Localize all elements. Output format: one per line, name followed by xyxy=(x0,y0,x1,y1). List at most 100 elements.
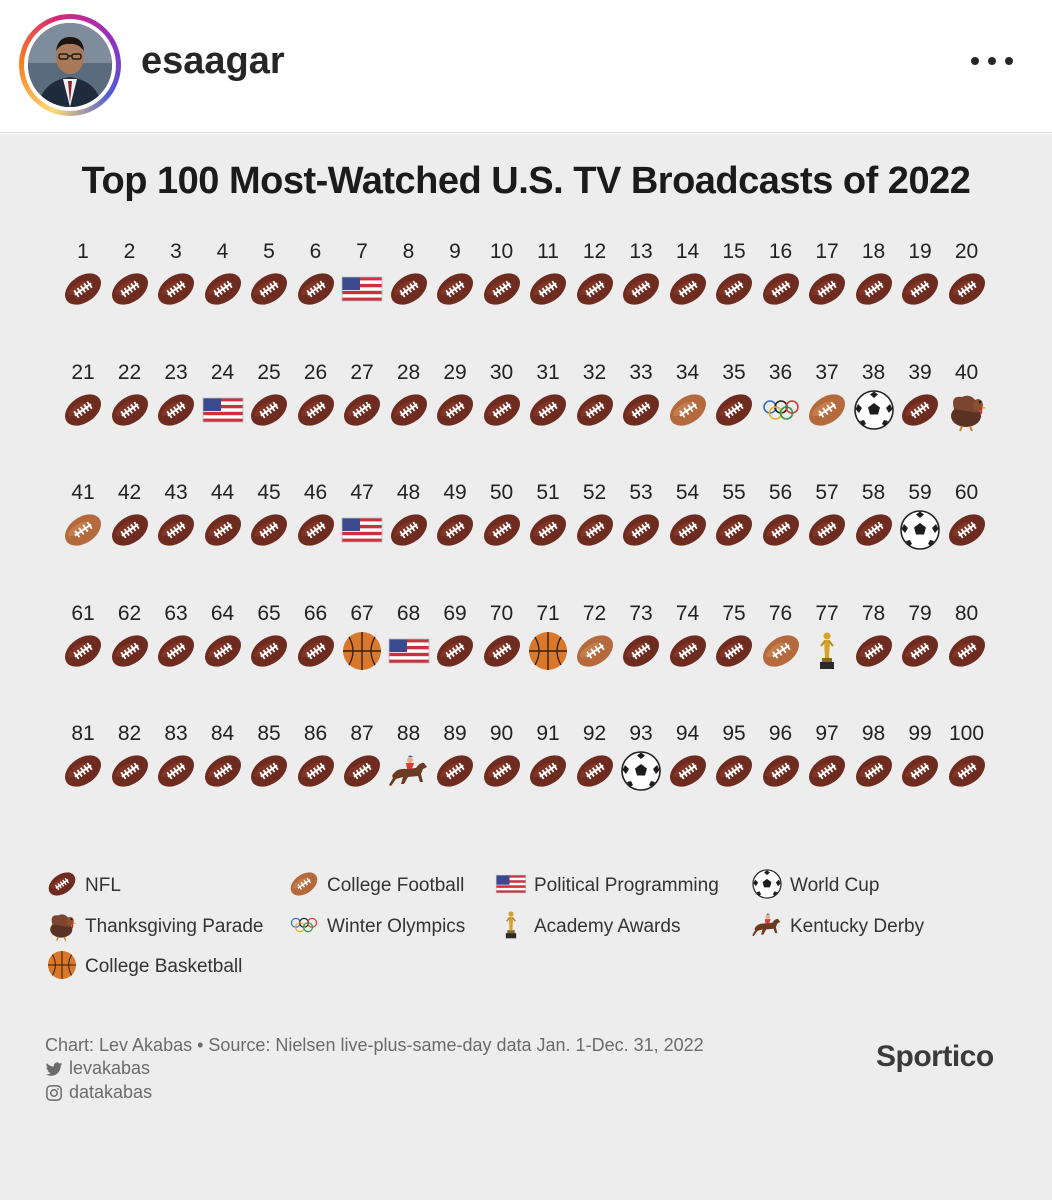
turkey-icon xyxy=(944,387,990,433)
rank-label: 31 xyxy=(536,360,560,384)
rank-label: 84 xyxy=(210,722,235,745)
nfl-football-icon xyxy=(386,507,432,553)
oscar-statue-icon xyxy=(494,908,528,942)
nfl-football-icon xyxy=(944,628,990,674)
nfl-football-icon xyxy=(432,266,478,312)
chart-credit: Chart: Lev Akabas • Source: Nielsen live… xyxy=(45,1035,704,1055)
horse-racing-icon xyxy=(750,908,784,942)
legend-label: Thanksgiving Parade xyxy=(85,916,264,937)
basketball-icon xyxy=(339,628,385,674)
rank-label: 69 xyxy=(443,601,467,625)
nfl-football-icon xyxy=(665,266,711,312)
rank-label: 43 xyxy=(164,481,188,504)
nfl-football-icon xyxy=(386,266,432,312)
rank-label: 42 xyxy=(117,481,142,504)
instagram-icon xyxy=(46,1084,62,1101)
rank-label: 20 xyxy=(954,240,979,263)
twitter-credit: levakabas xyxy=(45,1058,150,1079)
soccer-ball-icon xyxy=(897,507,943,553)
nfl-football-icon xyxy=(479,748,525,794)
college-football-icon xyxy=(665,387,711,433)
rank-label: 68 xyxy=(396,601,421,625)
profile-photo[interactable] xyxy=(28,23,112,107)
rank-label: 34 xyxy=(675,360,700,384)
rank-label: 87 xyxy=(350,722,374,745)
rank-label: 17 xyxy=(815,240,839,263)
nfl-football-icon xyxy=(200,507,246,553)
rank-label: 59 xyxy=(908,481,932,504)
rank-label: 64 xyxy=(210,601,235,625)
soccer-ball-icon xyxy=(618,748,664,794)
college-football-icon xyxy=(572,628,618,674)
story-ring[interactable] xyxy=(19,14,121,116)
rank-label: 11 xyxy=(537,240,559,263)
nfl-football-icon xyxy=(618,387,664,433)
rank-label: 74 xyxy=(675,601,700,625)
nfl-football-icon xyxy=(432,507,478,553)
college-football-icon xyxy=(758,628,804,674)
username[interactable]: esaagar xyxy=(141,40,285,82)
rank-label: 49 xyxy=(443,481,467,504)
rank-label: 54 xyxy=(675,481,700,504)
rank-label: 46 xyxy=(303,481,328,504)
nfl-football-icon xyxy=(711,748,757,794)
rank-label: 78 xyxy=(861,601,886,625)
nfl-football-icon xyxy=(897,266,943,312)
nfl-football-icon xyxy=(60,748,106,794)
nfl-football-icon xyxy=(293,628,339,674)
nfl-football-icon xyxy=(758,748,804,794)
post-header: esaagar xyxy=(0,0,1052,133)
nfl-football-icon xyxy=(618,628,664,674)
rank-label: 9 xyxy=(449,240,461,263)
nfl-football-icon xyxy=(246,266,292,312)
nfl-football-icon xyxy=(618,266,664,312)
rank-label: 52 xyxy=(582,481,607,504)
nfl-football-icon xyxy=(525,507,571,553)
nfl-football-icon xyxy=(293,387,339,433)
rank-label: 100 xyxy=(948,722,985,745)
rank-label: 73 xyxy=(629,601,653,625)
more-options-button[interactable] xyxy=(966,46,1018,76)
nfl-football-icon xyxy=(339,387,385,433)
rank-label: 58 xyxy=(861,481,886,504)
nfl-football-icon xyxy=(153,387,199,433)
rank-label: 16 xyxy=(768,240,793,263)
olympic-rings-icon xyxy=(758,387,804,433)
rank-label: 83 xyxy=(164,722,188,745)
basketball-icon xyxy=(525,628,571,674)
rank-label: 67 xyxy=(350,601,374,625)
rank-label: 82 xyxy=(117,722,142,745)
rank-label: 96 xyxy=(768,722,793,745)
rank-label: 98 xyxy=(861,722,886,745)
rank-label: 21 xyxy=(71,360,95,384)
rank-label: 91 xyxy=(536,722,560,745)
nfl-football-icon xyxy=(432,628,478,674)
nfl-football-icon xyxy=(944,266,990,312)
nfl-football-icon xyxy=(246,387,292,433)
rank-label: 63 xyxy=(164,601,188,625)
rank-label: 25 xyxy=(257,360,281,384)
nfl-football-icon xyxy=(711,266,757,312)
rank-label: 77 xyxy=(815,601,839,625)
rank-label: 80 xyxy=(954,601,979,625)
legend-label: College Football xyxy=(327,875,465,896)
nfl-football-icon xyxy=(804,266,850,312)
more-options-icon xyxy=(971,57,1013,65)
us-flag-icon xyxy=(494,867,528,901)
rank-label: 50 xyxy=(489,481,514,504)
nfl-football-icon xyxy=(572,387,618,433)
nfl-football-icon xyxy=(293,266,339,312)
rank-label: 66 xyxy=(303,601,328,625)
rank-label: 2 xyxy=(123,240,136,263)
rank-label: 37 xyxy=(815,360,839,384)
instagram-handle: datakabas xyxy=(69,1082,153,1102)
nfl-football-icon xyxy=(804,507,850,553)
nfl-football-icon xyxy=(479,507,525,553)
nfl-football-icon xyxy=(525,387,571,433)
rank-label: 7 xyxy=(356,240,368,263)
rank-label: 76 xyxy=(768,601,793,625)
nfl-football-icon xyxy=(200,748,246,794)
rank-label: 86 xyxy=(303,722,328,745)
rank-label: 45 xyxy=(257,481,281,504)
olympic-rings-icon xyxy=(287,908,321,942)
